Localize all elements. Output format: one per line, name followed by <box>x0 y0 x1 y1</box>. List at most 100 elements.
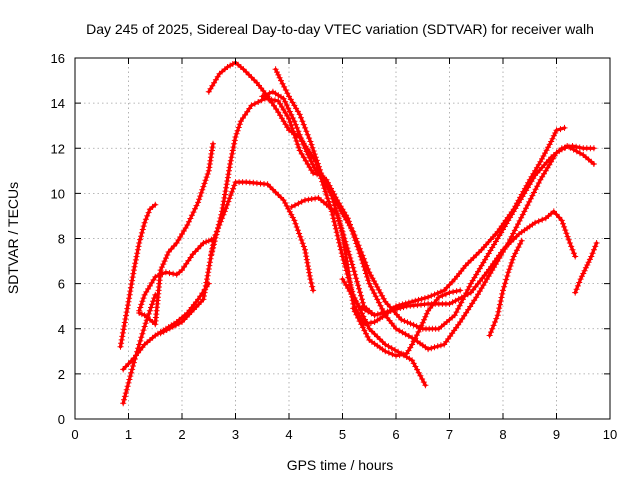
plus-marker <box>236 121 243 128</box>
plus-marker <box>372 293 379 300</box>
plus-marker <box>580 270 587 277</box>
plus-marker <box>585 259 592 266</box>
series-track-e <box>136 140 216 328</box>
plus-marker <box>452 297 459 304</box>
plus-marker <box>126 291 133 298</box>
plus-marker <box>366 280 373 287</box>
plus-marker <box>128 369 135 376</box>
plus-marker <box>419 319 426 326</box>
plus-marker <box>379 305 386 312</box>
plus-marker <box>298 150 305 157</box>
plus-marker <box>490 322 497 329</box>
plus-marker <box>255 99 262 105</box>
plus-marker <box>321 185 328 192</box>
plus-marker <box>137 337 144 344</box>
plus-marker <box>148 304 154 311</box>
plus-marker <box>292 220 299 227</box>
plus-marker <box>187 215 194 222</box>
plus-marker <box>213 231 220 238</box>
plus-marker <box>231 137 238 144</box>
plus-marker <box>505 269 512 276</box>
plus-marker <box>122 316 129 322</box>
plus-marker <box>150 298 157 305</box>
plus-marker <box>419 376 426 382</box>
plus-marker <box>584 262 591 268</box>
y-axis-label: SDTVAR / TECUs <box>5 182 21 294</box>
plus-marker <box>550 132 557 139</box>
plus-marker <box>518 214 525 221</box>
plus-marker <box>219 208 226 215</box>
plus-marker <box>276 74 283 81</box>
plus-marker <box>207 255 214 262</box>
plus-marker <box>556 214 563 221</box>
plus-marker <box>364 333 371 340</box>
plus-marker <box>412 297 419 304</box>
plus-marker <box>169 323 176 330</box>
plus-marker <box>296 147 303 154</box>
plus-marker <box>329 211 336 218</box>
plus-marker <box>508 259 515 266</box>
plus-marker <box>278 194 284 201</box>
plus-marker <box>531 189 537 196</box>
y-tick-label: 8 <box>58 232 65 247</box>
plus-marker <box>513 247 520 254</box>
plus-marker <box>272 97 278 104</box>
plus-marker <box>130 267 137 274</box>
plus-marker <box>337 246 344 253</box>
plus-marker <box>280 95 287 102</box>
plus-marker <box>393 325 399 332</box>
plus-marker <box>295 144 302 151</box>
plus-marker <box>493 315 500 322</box>
plus-marker <box>240 115 246 121</box>
plus-marker <box>294 124 300 131</box>
plus-marker <box>288 122 295 129</box>
plus-marker <box>340 234 346 241</box>
plus-marker <box>144 212 151 219</box>
plus-marker <box>467 257 474 264</box>
plus-marker <box>305 151 312 158</box>
plus-marker <box>136 240 143 246</box>
plus-marker <box>231 182 238 189</box>
plus-marker <box>364 320 371 327</box>
plus-marker <box>264 181 271 188</box>
plus-marker <box>185 218 192 225</box>
plus-marker <box>140 327 147 334</box>
plus-marker <box>206 262 213 269</box>
plus-marker <box>234 127 241 134</box>
plus-marker <box>503 276 510 283</box>
plus-marker <box>121 323 128 329</box>
plus-marker <box>211 238 218 245</box>
plus-marker <box>570 250 577 257</box>
plus-marker <box>561 124 568 131</box>
plus-marker <box>562 227 569 234</box>
plus-marker <box>576 279 583 286</box>
plus-marker <box>350 305 357 312</box>
x-tick-label: 0 <box>71 427 78 442</box>
plus-marker <box>428 345 435 352</box>
plus-marker <box>197 242 204 249</box>
plus-marker <box>397 305 404 311</box>
plus-marker <box>200 183 207 190</box>
plus-marker <box>332 225 339 232</box>
plus-marker <box>266 90 273 97</box>
plus-marker <box>513 224 520 231</box>
plus-marker <box>561 223 568 230</box>
series-track-f <box>157 179 317 337</box>
plus-marker <box>313 157 320 164</box>
plus-marker <box>497 298 504 304</box>
plus-marker <box>350 228 357 235</box>
plus-marker <box>223 181 230 188</box>
plus-marker <box>417 372 424 379</box>
plus-marker <box>163 327 170 333</box>
plus-marker <box>446 300 453 307</box>
plus-marker <box>190 209 197 216</box>
plus-marker <box>391 347 398 353</box>
y-tick-label: 6 <box>58 277 65 292</box>
plus-marker <box>371 331 378 337</box>
plus-marker <box>356 285 362 292</box>
plus-marker <box>488 329 494 336</box>
plus-marker <box>355 282 362 289</box>
plus-marker <box>139 226 146 233</box>
plus-marker <box>125 379 132 386</box>
